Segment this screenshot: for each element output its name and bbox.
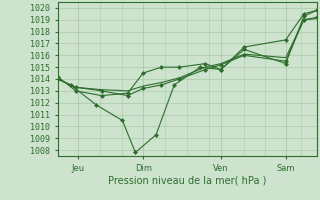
X-axis label: Pression niveau de la mer( hPa ): Pression niveau de la mer( hPa ) xyxy=(108,175,266,185)
